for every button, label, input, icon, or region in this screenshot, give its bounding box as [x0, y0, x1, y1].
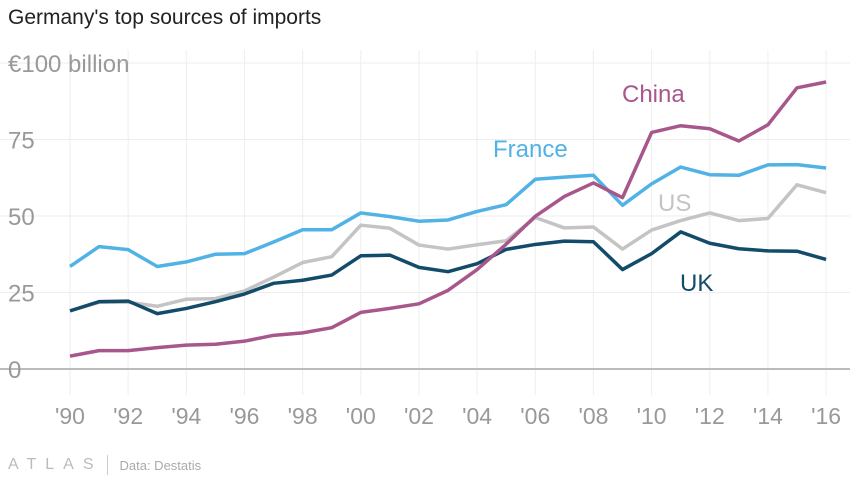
y-tick-label: 25 [8, 281, 35, 308]
x-tick-label: '12 [695, 403, 725, 429]
x-tick-label: '04 [462, 403, 492, 429]
x-tick-label: '14 [753, 403, 783, 429]
y-tick-label: 75 [8, 128, 35, 155]
series-line-france [69, 162, 827, 269]
series-line-uk [69, 230, 827, 316]
x-tick-label: '08 [578, 403, 608, 429]
x-tick-label: '98 [288, 403, 318, 429]
series-line-china [69, 80, 827, 358]
x-tick-label: '16 [811, 403, 841, 429]
x-tick-label: '06 [520, 403, 550, 429]
x-tick-label: '02 [404, 403, 434, 429]
y-tick-label: 0 [8, 357, 21, 384]
x-tick-label: '10 [637, 403, 667, 429]
series-label-france: France [493, 136, 568, 163]
atlas-logo: ATLAS [8, 456, 103, 473]
series-label-uk: UK [680, 270, 713, 297]
series-line-us [69, 183, 827, 313]
y-tick-label: 50 [8, 204, 35, 231]
footer: ATLAS Data: Destatis [8, 455, 201, 475]
x-tick-label: '96 [229, 403, 259, 429]
divider [106, 455, 108, 475]
series-label-china: China [622, 81, 685, 108]
y-tick-label: €100 billion [8, 51, 129, 78]
chart-title: Germany's top sources of imports [8, 6, 322, 29]
x-tick-label: '90 [55, 403, 85, 429]
x-tick-label: '92 [113, 403, 143, 429]
source-note: Data: Destatis [119, 457, 202, 473]
series-label-us: US [658, 190, 691, 217]
x-tick-label: '94 [171, 403, 201, 429]
x-tick-label: '00 [346, 403, 376, 429]
